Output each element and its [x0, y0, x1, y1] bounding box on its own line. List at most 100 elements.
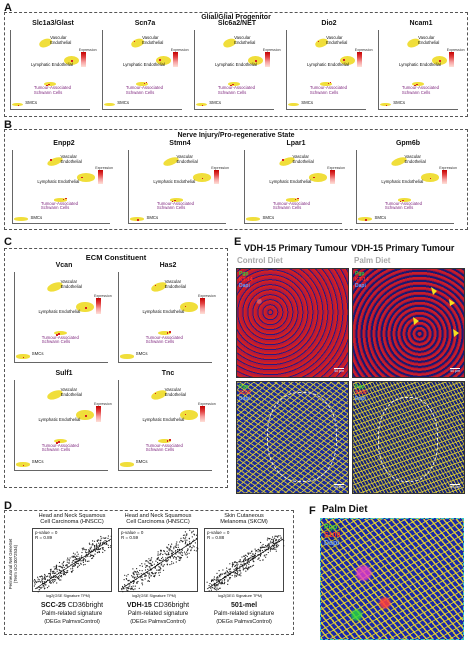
umap-plot: Tnc Vascular Endothelial Lymphatic Endot… — [118, 370, 218, 475]
e-channel-labels-2: Pgp KT-14 Dapi — [355, 271, 369, 289]
channel-pgp: Pgp — [239, 271, 249, 277]
umap-y-axis — [102, 30, 103, 110]
scatter-points — [33, 535, 112, 593]
smc-label: SMCs — [262, 214, 275, 220]
umap-plot: Sulf1 Vascular Endothelial Lymphatic End… — [14, 370, 114, 475]
channel-dapi: Dapi — [355, 283, 366, 289]
panel-d-ylabel: Perineuronal Net GeneSet (Term GO:007253… — [8, 524, 18, 604]
expressing-cell — [343, 59, 345, 61]
gene-name: Enpp2 — [53, 140, 75, 147]
gene-name: Has2 — [159, 262, 177, 269]
channel-kt14: KT-14 — [239, 277, 253, 283]
expressing-cell — [58, 441, 60, 443]
legend-title: Expression — [439, 166, 457, 171]
expressing-cell — [154, 285, 157, 287]
expressing-cell — [22, 356, 25, 358]
expressing-cell — [414, 84, 416, 87]
smc-cluster — [358, 217, 373, 221]
legend-title: Expression — [95, 166, 113, 171]
e-col2-title: VDH-15 Primary Tumour — [351, 243, 455, 253]
vascular-label: Vascular Endothelial — [164, 386, 186, 397]
umap-y-axis — [10, 30, 11, 110]
expressing-cell — [166, 440, 169, 442]
umap-x-axis — [102, 109, 182, 110]
vascular-label: Vascular Endothelial — [234, 34, 256, 45]
expressing-cell — [169, 331, 171, 333]
smc-label: SMCs — [301, 99, 313, 105]
cell-line-suffix: CD36bright — [67, 602, 104, 609]
expressing-cell — [81, 176, 83, 179]
schwann-cluster — [136, 82, 148, 86]
panel-d-ylabel-text: Perineuronal Net GeneSet (Term GO:007253… — [8, 538, 18, 590]
tumour-outline — [378, 397, 438, 482]
smc-label: SMCs — [393, 99, 405, 105]
smc-cluster — [246, 217, 261, 221]
panel-letter-c: C — [4, 236, 12, 248]
scatter-plot — [204, 528, 285, 592]
schwann-label: Tumour-Associated Schwann Cells — [384, 200, 422, 211]
cell-line-name: VDH-15 — [126, 602, 152, 609]
lymphatic-label: Lymphatic Endothelial — [307, 62, 349, 68]
schwann-label: Tumour-Associated Schwann Cells — [217, 84, 255, 95]
smc-label: SMCs — [374, 214, 387, 220]
umap-x-axis — [10, 109, 90, 110]
expressing-cell — [171, 200, 174, 203]
lymphatic-label: Lymphatic Endothelial — [37, 179, 80, 185]
schwann-cluster — [320, 82, 332, 86]
lymphatic-label: Lymphatic Endothelial — [123, 62, 165, 68]
schwann-label: Tumour-Associated Schwann Cells — [33, 84, 71, 95]
scale-bar: 50 μm — [450, 367, 460, 373]
expression-legend — [329, 169, 335, 184]
scatter-stats: p-value = 0 R = 0.59 — [121, 530, 144, 540]
schwann-cluster — [169, 198, 184, 202]
expressing-cell — [56, 334, 58, 336]
lymphatic-label: Lymphatic Endothelial — [269, 179, 312, 185]
scatter-points — [206, 535, 285, 592]
panel-b-box: Nerve Injury/Pro-regenerative State — [4, 129, 468, 230]
expression-legend — [80, 51, 86, 67]
expressing-cell — [65, 198, 67, 200]
expressing-cell — [201, 104, 204, 106]
expressing-cell — [85, 415, 87, 417]
umap-plot: Has2 Vascular Endothelial Lymphatic Endo… — [118, 262, 218, 367]
umap-plot: Slc6a2/NET Vascular Endothelial Lymphati… — [194, 20, 281, 114]
umap-x-axis — [12, 223, 110, 224]
expressing-cell — [133, 40, 135, 43]
expressing-cell — [184, 414, 187, 416]
scatter-stats: p-value = 0 R = 0.89 — [35, 530, 58, 540]
scale-bar: 50 μm — [450, 483, 460, 489]
expression-legend — [96, 405, 102, 423]
lymphatic-label: Lymphatic Endothelial — [142, 309, 185, 315]
smc-cluster — [379, 102, 392, 107]
signature-detail: (DEGs PalmvsControl) — [130, 619, 186, 625]
panel-letter-f: F — [309, 505, 316, 517]
smc-label: SMCs — [25, 99, 37, 105]
lymphatic-cluster — [180, 301, 198, 313]
e-channel-labels-3: Pgp S100 Dapi — [239, 384, 251, 402]
vascular-label: Vascular Endothelial — [60, 386, 82, 397]
expressing-cell — [385, 104, 388, 106]
expressing-cell — [282, 159, 284, 161]
umap-plot: Slc1a3/Glast Vascular Endothelial Lympha… — [10, 20, 97, 114]
smc-cluster — [11, 102, 24, 107]
scatter-footer: VDH-15 CD36bright Palm-related signature… — [112, 602, 204, 626]
smc-cluster — [14, 217, 29, 221]
expressing-cell — [416, 83, 418, 86]
gene-name: Scn7a — [134, 20, 156, 27]
smc-cluster — [195, 102, 208, 107]
umap-x-axis — [356, 223, 454, 224]
channel-pgp: Pgp — [324, 524, 338, 531]
expression-legend — [448, 51, 454, 67]
smc-cluster — [120, 462, 134, 467]
schwann-cluster — [397, 198, 412, 202]
cell-line-name: SCC-25 — [40, 602, 66, 609]
smc-cluster — [120, 354, 134, 359]
schwann-label: Tumour-Associated Schwann Cells — [40, 200, 78, 211]
smc-label: SMCs — [135, 351, 148, 357]
umap-y-axis — [118, 380, 119, 471]
vascular-label: Vascular Endothelial — [50, 34, 72, 45]
gene-name: Lpar1 — [286, 140, 306, 147]
e-palm-s100-image: Pgp S100 Dapi 50 μm — [352, 381, 465, 494]
scatter-header: Skin Cutaneous Melanoma (SKCM) — [220, 513, 268, 526]
scatter-footer: SCC-25 CD36bright Palm-related signature… — [26, 602, 118, 626]
